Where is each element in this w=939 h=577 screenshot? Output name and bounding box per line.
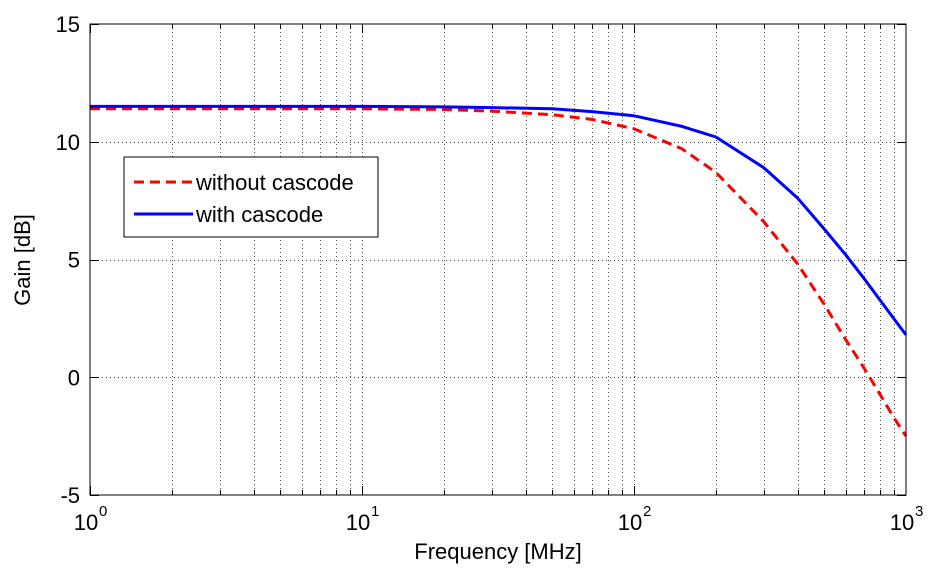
y-axis-label: Gain [dB]	[10, 214, 35, 306]
y-tick-label: 10	[56, 130, 80, 155]
legend: without cascode with cascode	[123, 156, 379, 238]
x-tick-label: 10	[74, 510, 98, 535]
plot-area	[90, 24, 906, 495]
y-tick-labels: -5 0 5 10 15	[56, 12, 80, 508]
x-tick-exponent: 1	[371, 503, 379, 520]
x-tick-label: 10	[346, 510, 370, 535]
y-tick-label: 0	[68, 365, 80, 390]
x-tick-label: 10	[890, 510, 914, 535]
tick-marks	[90, 24, 906, 496]
x-tick-label: 10	[618, 510, 642, 535]
series-line-with-cascode	[90, 104, 908, 336]
y-tick-label: 15	[56, 12, 80, 37]
y-tick-label: 5	[68, 248, 80, 273]
legend-label-without-cascode: without cascode	[195, 170, 354, 195]
series-layer	[90, 104, 908, 437]
x-tick-exponent: 0	[99, 503, 107, 520]
x-tick-exponent: 2	[643, 503, 651, 520]
grid-lines	[90, 24, 906, 495]
y-tick-label: -5	[60, 483, 80, 508]
x-tick-labels: 10 0 10 1 10 2 10 3	[74, 503, 924, 535]
legend-label-with-cascode: with cascode	[195, 202, 323, 227]
legend-box	[123, 156, 379, 238]
x-tick-exponent: 3	[915, 503, 923, 520]
plot-frame	[89, 23, 907, 496]
x-axis-label: Frequency [MHz]	[414, 539, 582, 564]
series-line-without-cascode	[90, 107, 908, 437]
